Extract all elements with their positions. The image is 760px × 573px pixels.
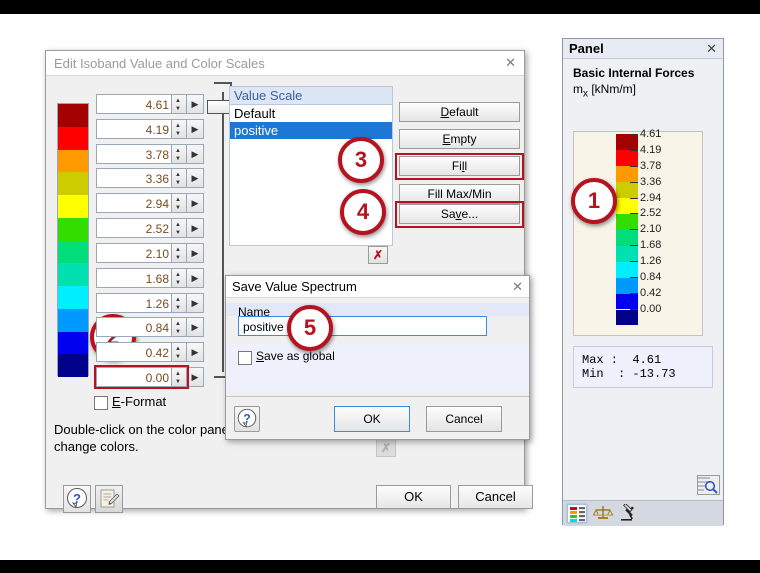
svg-text:?: ?: [73, 491, 81, 506]
svg-text:?: ?: [243, 412, 250, 426]
